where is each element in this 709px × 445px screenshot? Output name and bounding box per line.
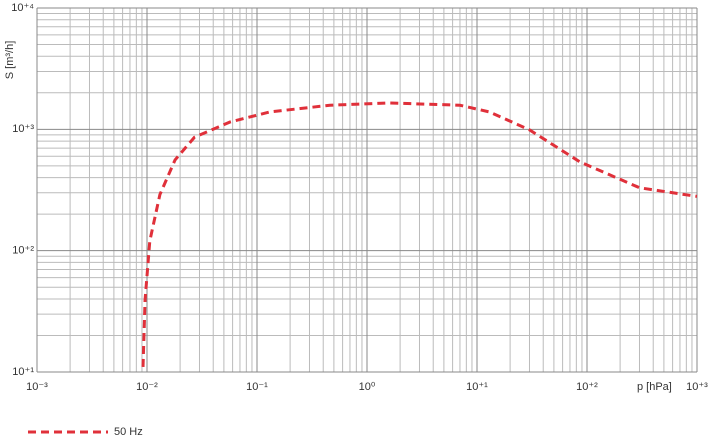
x-tick-label: 10⁻² — [136, 381, 158, 393]
x-tick-label: 10⁻³ — [26, 381, 48, 393]
y-tick-label: 10⁺³ — [12, 123, 34, 135]
legend-label: 50 Hz — [114, 426, 143, 438]
x-tick-label: 10⁰ — [359, 381, 376, 393]
x-tick-label: 10⁻¹ — [246, 381, 268, 393]
y-tick-label: 10⁺⁴ — [11, 2, 34, 14]
y-tick-label: 10⁺¹ — [12, 366, 34, 378]
y-tick-label: 10⁺² — [12, 245, 34, 257]
x-tick-label: 10⁺¹ — [466, 381, 488, 393]
x-tick-label: 10⁺³ — [686, 381, 708, 393]
x-tick-label: 10⁺² — [576, 381, 598, 393]
x-axis-label: p [hPa] — [637, 381, 672, 393]
y-axis-label: S [m³/h] — [4, 41, 16, 80]
data-line — [141, 101, 698, 368]
